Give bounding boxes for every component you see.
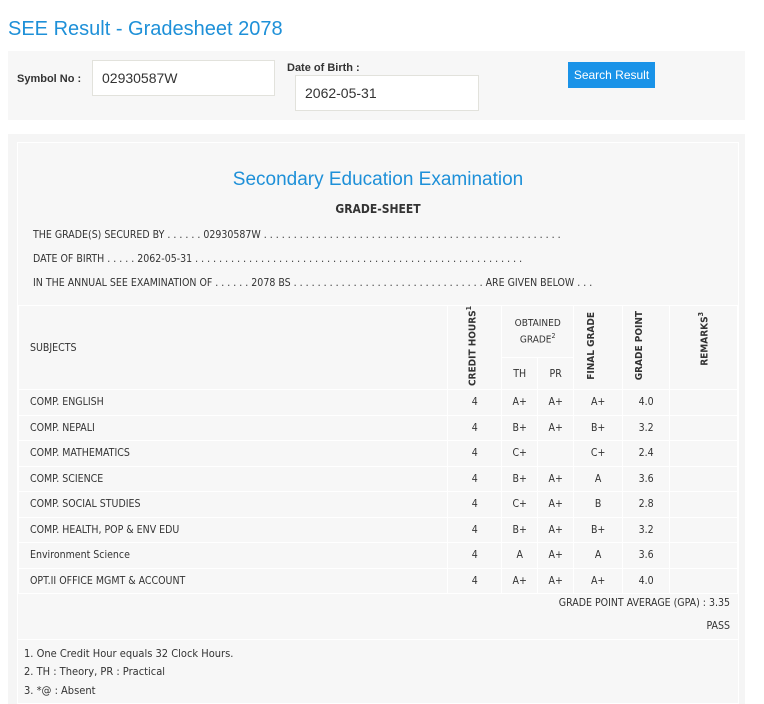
cell-pr bbox=[537, 440, 575, 467]
cell-gp: 2.8 bbox=[622, 491, 671, 518]
cell-subject: COMP. ENGLISH bbox=[17, 389, 449, 416]
footnote: 2. TH : Theory, PR : Practical bbox=[24, 665, 166, 678]
cell-subject: COMP. SOCIAL STUDIES bbox=[17, 491, 449, 518]
cell-pr: A+ bbox=[537, 567, 575, 595]
cell-th: B+ bbox=[501, 516, 539, 544]
cell-final: A bbox=[573, 465, 624, 493]
cell-final: A+ bbox=[573, 389, 624, 416]
cell-subject: COMP. NEPALI bbox=[17, 414, 449, 442]
cell-credit: 4 bbox=[447, 516, 503, 544]
cell-gp: 3.2 bbox=[622, 414, 671, 442]
cell-credit: 4 bbox=[447, 414, 503, 442]
header-credit-hours: CREDIT HOURS1 bbox=[447, 304, 503, 391]
cell-subject: Environment Science bbox=[17, 542, 449, 569]
table-row: COMP. SCIENCE 4 B+ A+ A 3.6 bbox=[17, 465, 738, 493]
cell-final: C+ bbox=[573, 440, 624, 467]
header-grade-point: GRADE POINT bbox=[622, 304, 671, 391]
table-row: COMP. SOCIAL STUDIES 4 C+ A+ B 2.8 bbox=[17, 491, 738, 518]
dob-line: DATE OF BIRTH . . . . . 2062-05-31 . . .… bbox=[33, 253, 523, 265]
cell-remarks bbox=[669, 440, 738, 467]
cell-th: A bbox=[501, 542, 539, 569]
gpa: GRADE POINT AVERAGE (GPA) : 3.35 bbox=[558, 597, 730, 609]
table-row: COMP. HEALTH, POP & ENV EDU 4 B+ A+ B+ 3.2 bbox=[17, 516, 738, 544]
cell-remarks bbox=[669, 491, 738, 518]
table-row: COMP. NEPALI 4 B+ A+ B+ 3.2 bbox=[17, 414, 738, 442]
symbol-label: Symbol No : bbox=[17, 73, 82, 85]
cell-th: B+ bbox=[501, 465, 539, 493]
cell-gp: 4.0 bbox=[622, 567, 671, 595]
cell-remarks bbox=[669, 414, 738, 442]
cell-th: A+ bbox=[501, 389, 539, 416]
result-status: PASS bbox=[706, 620, 730, 632]
exam-title: Secondary Education Examination bbox=[232, 169, 524, 190]
divider bbox=[18, 639, 738, 640]
header-obtained-grade: OBTAINED GRADE2 bbox=[501, 304, 575, 359]
header-final-grade: FINAL GRADE bbox=[573, 304, 624, 391]
footnote: 3. *@ : Absent bbox=[24, 684, 96, 697]
cell-credit: 4 bbox=[447, 567, 503, 595]
cell-th: A+ bbox=[501, 567, 539, 595]
grades-table: SUBJECTS CREDIT HOURS1 OBTAINED GRADE2 F… bbox=[17, 304, 738, 595]
cell-credit: 4 bbox=[447, 389, 503, 416]
header-remarks: REMARKS3 bbox=[669, 304, 738, 391]
secured-by-line: THE GRADE(S) SECURED BY . . . . . . 0293… bbox=[33, 229, 561, 241]
cell-th: C+ bbox=[501, 491, 539, 518]
table-row: OPT.II OFFICE MGMT & ACCOUNT 4 A+ A+ A+ 4.0 bbox=[17, 567, 738, 595]
cell-remarks bbox=[669, 542, 738, 569]
cell-remarks bbox=[669, 465, 738, 493]
footnote: 1. One Credit Hour equals 32 Clock Hours… bbox=[24, 647, 234, 660]
header-th: TH bbox=[501, 357, 539, 391]
cell-final: B bbox=[573, 491, 624, 518]
cell-remarks bbox=[669, 389, 738, 416]
cell-gp: 4.0 bbox=[622, 389, 671, 416]
cell-pr: A+ bbox=[537, 542, 575, 569]
table-row: COMP. ENGLISH 4 A+ A+ A+ 4.0 bbox=[17, 389, 738, 416]
cell-pr: A+ bbox=[537, 516, 575, 544]
header-pr: PR bbox=[537, 357, 575, 391]
search-result-button[interactable]: Search Result bbox=[568, 62, 655, 88]
cell-remarks bbox=[669, 516, 738, 544]
cell-credit: 4 bbox=[447, 542, 503, 569]
symbol-input[interactable] bbox=[92, 60, 275, 96]
dob-input[interactable] bbox=[295, 75, 479, 111]
cell-final: B+ bbox=[573, 516, 624, 544]
cell-th: C+ bbox=[501, 440, 539, 467]
cell-pr: A+ bbox=[537, 389, 575, 416]
cell-th: B+ bbox=[501, 414, 539, 442]
cell-final: B+ bbox=[573, 414, 624, 442]
cell-pr: A+ bbox=[537, 414, 575, 442]
header-subjects: SUBJECTS bbox=[17, 304, 449, 391]
dob-label: Date of Birth : bbox=[287, 62, 360, 74]
cell-gp: 3.6 bbox=[622, 465, 671, 493]
cell-gp: 3.6 bbox=[622, 542, 671, 569]
cell-remarks bbox=[669, 567, 738, 595]
cell-pr: A+ bbox=[537, 465, 575, 493]
table-row: Environment Science 4 A A+ A 3.6 bbox=[17, 542, 738, 569]
cell-final: A bbox=[573, 542, 624, 569]
gradesheet-subtitle: GRADE-SHEET bbox=[335, 202, 421, 216]
cell-subject: COMP. MATHEMATICS bbox=[17, 440, 449, 467]
cell-subject: COMP. SCIENCE bbox=[17, 465, 449, 493]
exam-line: IN THE ANNUAL SEE EXAMINATION OF . . . .… bbox=[33, 277, 593, 289]
cell-final: A+ bbox=[573, 567, 624, 595]
cell-credit: 4 bbox=[447, 440, 503, 467]
cell-subject: OPT.II OFFICE MGMT & ACCOUNT bbox=[17, 567, 449, 595]
gradesheet: Secondary Education Examination GRADE-SH… bbox=[17, 142, 739, 704]
cell-credit: 4 bbox=[447, 491, 503, 518]
gradesheet-card: Secondary Education Examination GRADE-SH… bbox=[8, 134, 745, 704]
page-title: SEE Result - Gradesheet 2078 bbox=[8, 18, 283, 40]
table-row: COMP. MATHEMATICS 4 C+ C+ 2.4 bbox=[17, 440, 738, 467]
cell-pr: A+ bbox=[537, 491, 575, 518]
cell-gp: 3.2 bbox=[622, 516, 671, 544]
cell-subject: COMP. HEALTH, POP & ENV EDU bbox=[17, 516, 449, 544]
cell-gp: 2.4 bbox=[622, 440, 671, 467]
cell-credit: 4 bbox=[447, 465, 503, 493]
